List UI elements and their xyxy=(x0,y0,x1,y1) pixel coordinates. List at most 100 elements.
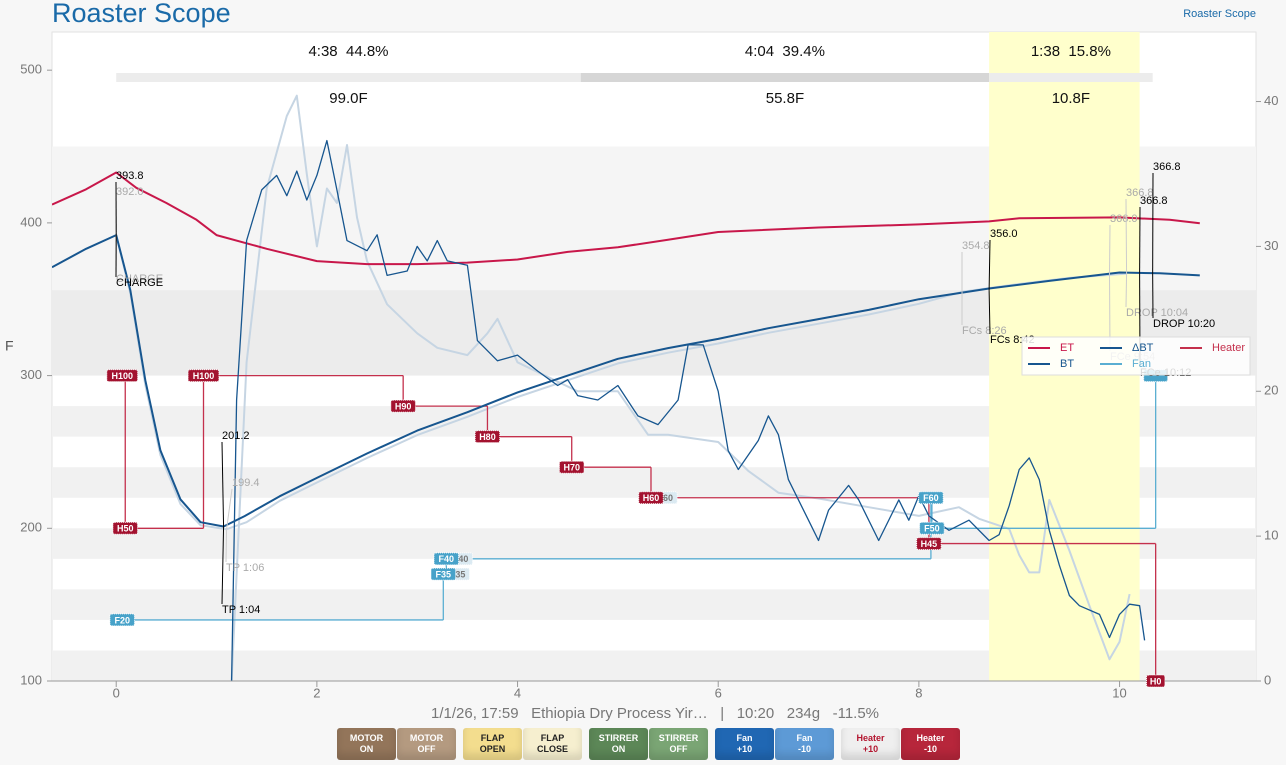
app-title: Roaster Scope xyxy=(52,0,231,28)
legend-label: ET xyxy=(1060,342,1074,354)
control-button[interactable]: MOTOR ON xyxy=(337,728,396,760)
phase-label: 4:38 44.8% xyxy=(308,43,388,60)
annotation-value: 199.4 xyxy=(232,477,260,489)
phase-rise: 99.0F xyxy=(329,90,367,107)
reference-line xyxy=(230,94,1131,681)
annotation-leader xyxy=(988,239,991,291)
button-text: CLOSE xyxy=(536,744,568,754)
fan-event-label: F50 xyxy=(924,524,940,534)
x-tick-label: 4 xyxy=(514,685,521,700)
button-text: MOTOR xyxy=(349,733,384,743)
y-tick-label: 200 xyxy=(20,520,42,535)
heater-event-label: H60 xyxy=(643,493,660,503)
annotation-name: DROP 10:04 xyxy=(1126,307,1188,319)
heater-event-label: H100 xyxy=(193,371,215,381)
heater-event-label: H45 xyxy=(921,539,938,549)
heater-event-label: H50 xyxy=(117,524,134,534)
temp-line xyxy=(52,171,1200,266)
annotation-leader xyxy=(225,529,228,563)
phase-label: 4:04 39.4% xyxy=(745,43,825,60)
delta-line xyxy=(230,139,1146,681)
control-buttons: MOTOR ON MOTOR OFF FLAP OPEN FLAP CLOSE STIRRER O… xyxy=(337,728,967,760)
button-text: STIRRER xyxy=(658,733,699,743)
control-button[interactable]: STIRRER OFF xyxy=(649,728,708,760)
control-button[interactable]: MOTOR OFF xyxy=(397,728,456,760)
heater-event-box xyxy=(187,369,220,383)
phase-rise: 55.8F xyxy=(766,90,804,107)
legend-label: Heater xyxy=(1212,342,1245,354)
annotation-value: 366.8 xyxy=(1153,161,1181,173)
annotation-leader xyxy=(221,441,225,527)
annotation-leader xyxy=(1125,198,1128,274)
heater-event-box xyxy=(638,491,664,505)
phase-bar xyxy=(989,73,1153,82)
annotation-value: 356.0 xyxy=(990,228,1018,240)
legend-label: BT xyxy=(1060,358,1074,370)
button-text: Fan xyxy=(796,733,813,743)
x-tick-label: 2 xyxy=(313,685,320,700)
x-tick-label: 8 xyxy=(915,685,922,700)
y2-tick-label: 10 xyxy=(1264,528,1278,543)
button-text: MOTOR xyxy=(409,733,444,743)
y-axis-label: F xyxy=(5,338,14,354)
fan-event-label: F20 xyxy=(114,615,130,625)
control-button[interactable]: Heater +10 xyxy=(841,728,900,760)
button-text: OPEN xyxy=(479,744,506,754)
y-tick-label: 500 xyxy=(20,62,42,77)
fan-event-box xyxy=(918,491,944,505)
annotation-value: 392.0 xyxy=(116,186,144,198)
x-tick-label: 6 xyxy=(715,685,722,700)
annotation-name: TP 1:04 xyxy=(222,604,260,616)
control-button[interactable]: FLAP CLOSE xyxy=(523,728,582,760)
annotation-value: 354.8 xyxy=(962,240,990,252)
control-button[interactable]: STIRRER ON xyxy=(589,728,648,760)
heater-event-label: H80 xyxy=(479,432,496,442)
legend-label: ΔBT xyxy=(1132,342,1154,354)
annotation-value: 366.8 xyxy=(1126,187,1154,199)
plot-layer xyxy=(52,32,1256,681)
heater-event-label: H70 xyxy=(563,463,580,473)
phase-rise: 10.8F xyxy=(1052,90,1090,107)
annotation-name: FCs 8:26 xyxy=(962,325,1007,337)
y2-tick-label: 20 xyxy=(1264,383,1278,398)
heater-event-label: H100 xyxy=(111,371,133,381)
y-tick-label: 100 xyxy=(20,672,42,687)
button-text: ON xyxy=(611,744,626,754)
button-text: -10 xyxy=(797,744,811,754)
fan-event-box xyxy=(430,567,457,581)
control-button[interactable]: FLAP OPEN xyxy=(463,728,522,760)
button-text: OFF xyxy=(669,744,688,754)
y2-tick-label: 40 xyxy=(1264,93,1278,108)
heater-event-box xyxy=(112,521,139,535)
fan-event-box xyxy=(109,613,136,627)
fan-event-box xyxy=(433,552,460,566)
heater-event-box xyxy=(1145,674,1166,688)
heater-event-box xyxy=(474,430,501,444)
heater-event-box xyxy=(916,537,942,551)
reference-event-label: 35 xyxy=(455,569,465,579)
control-button[interactable]: Fan +10 xyxy=(715,728,774,760)
header-link[interactable]: Roaster Scope xyxy=(1183,8,1256,20)
annotation-value: 366.0 xyxy=(1110,213,1138,225)
annotation-leader xyxy=(226,488,233,530)
reference-event-label: 60 xyxy=(663,493,673,503)
y-tick-label: 400 xyxy=(20,214,42,229)
heater-event-box xyxy=(390,399,416,413)
annotation-value: 201.2 xyxy=(222,430,250,442)
button-text: FLAP xyxy=(480,733,505,743)
control-button[interactable]: Heater -10 xyxy=(901,728,960,760)
button-text: Heater xyxy=(916,733,945,743)
annotation-leader xyxy=(1125,273,1128,308)
heater-event-label: H0 xyxy=(1150,676,1162,686)
control-button[interactable]: Fan -10 xyxy=(775,728,834,760)
temp-line xyxy=(52,234,1200,528)
roast-info: 1/1/26, 17:59 Ethiopia Dry Process Yir… … xyxy=(430,705,880,722)
x-tick-label: 10 xyxy=(1112,685,1126,700)
heater-event-box xyxy=(106,369,139,383)
heater-event-label: H90 xyxy=(395,402,412,412)
annotation-leader xyxy=(988,290,991,335)
x-tick-label: 0 xyxy=(113,685,120,700)
button-text: Heater xyxy=(856,733,885,743)
fan-event-label: F35 xyxy=(436,569,452,579)
